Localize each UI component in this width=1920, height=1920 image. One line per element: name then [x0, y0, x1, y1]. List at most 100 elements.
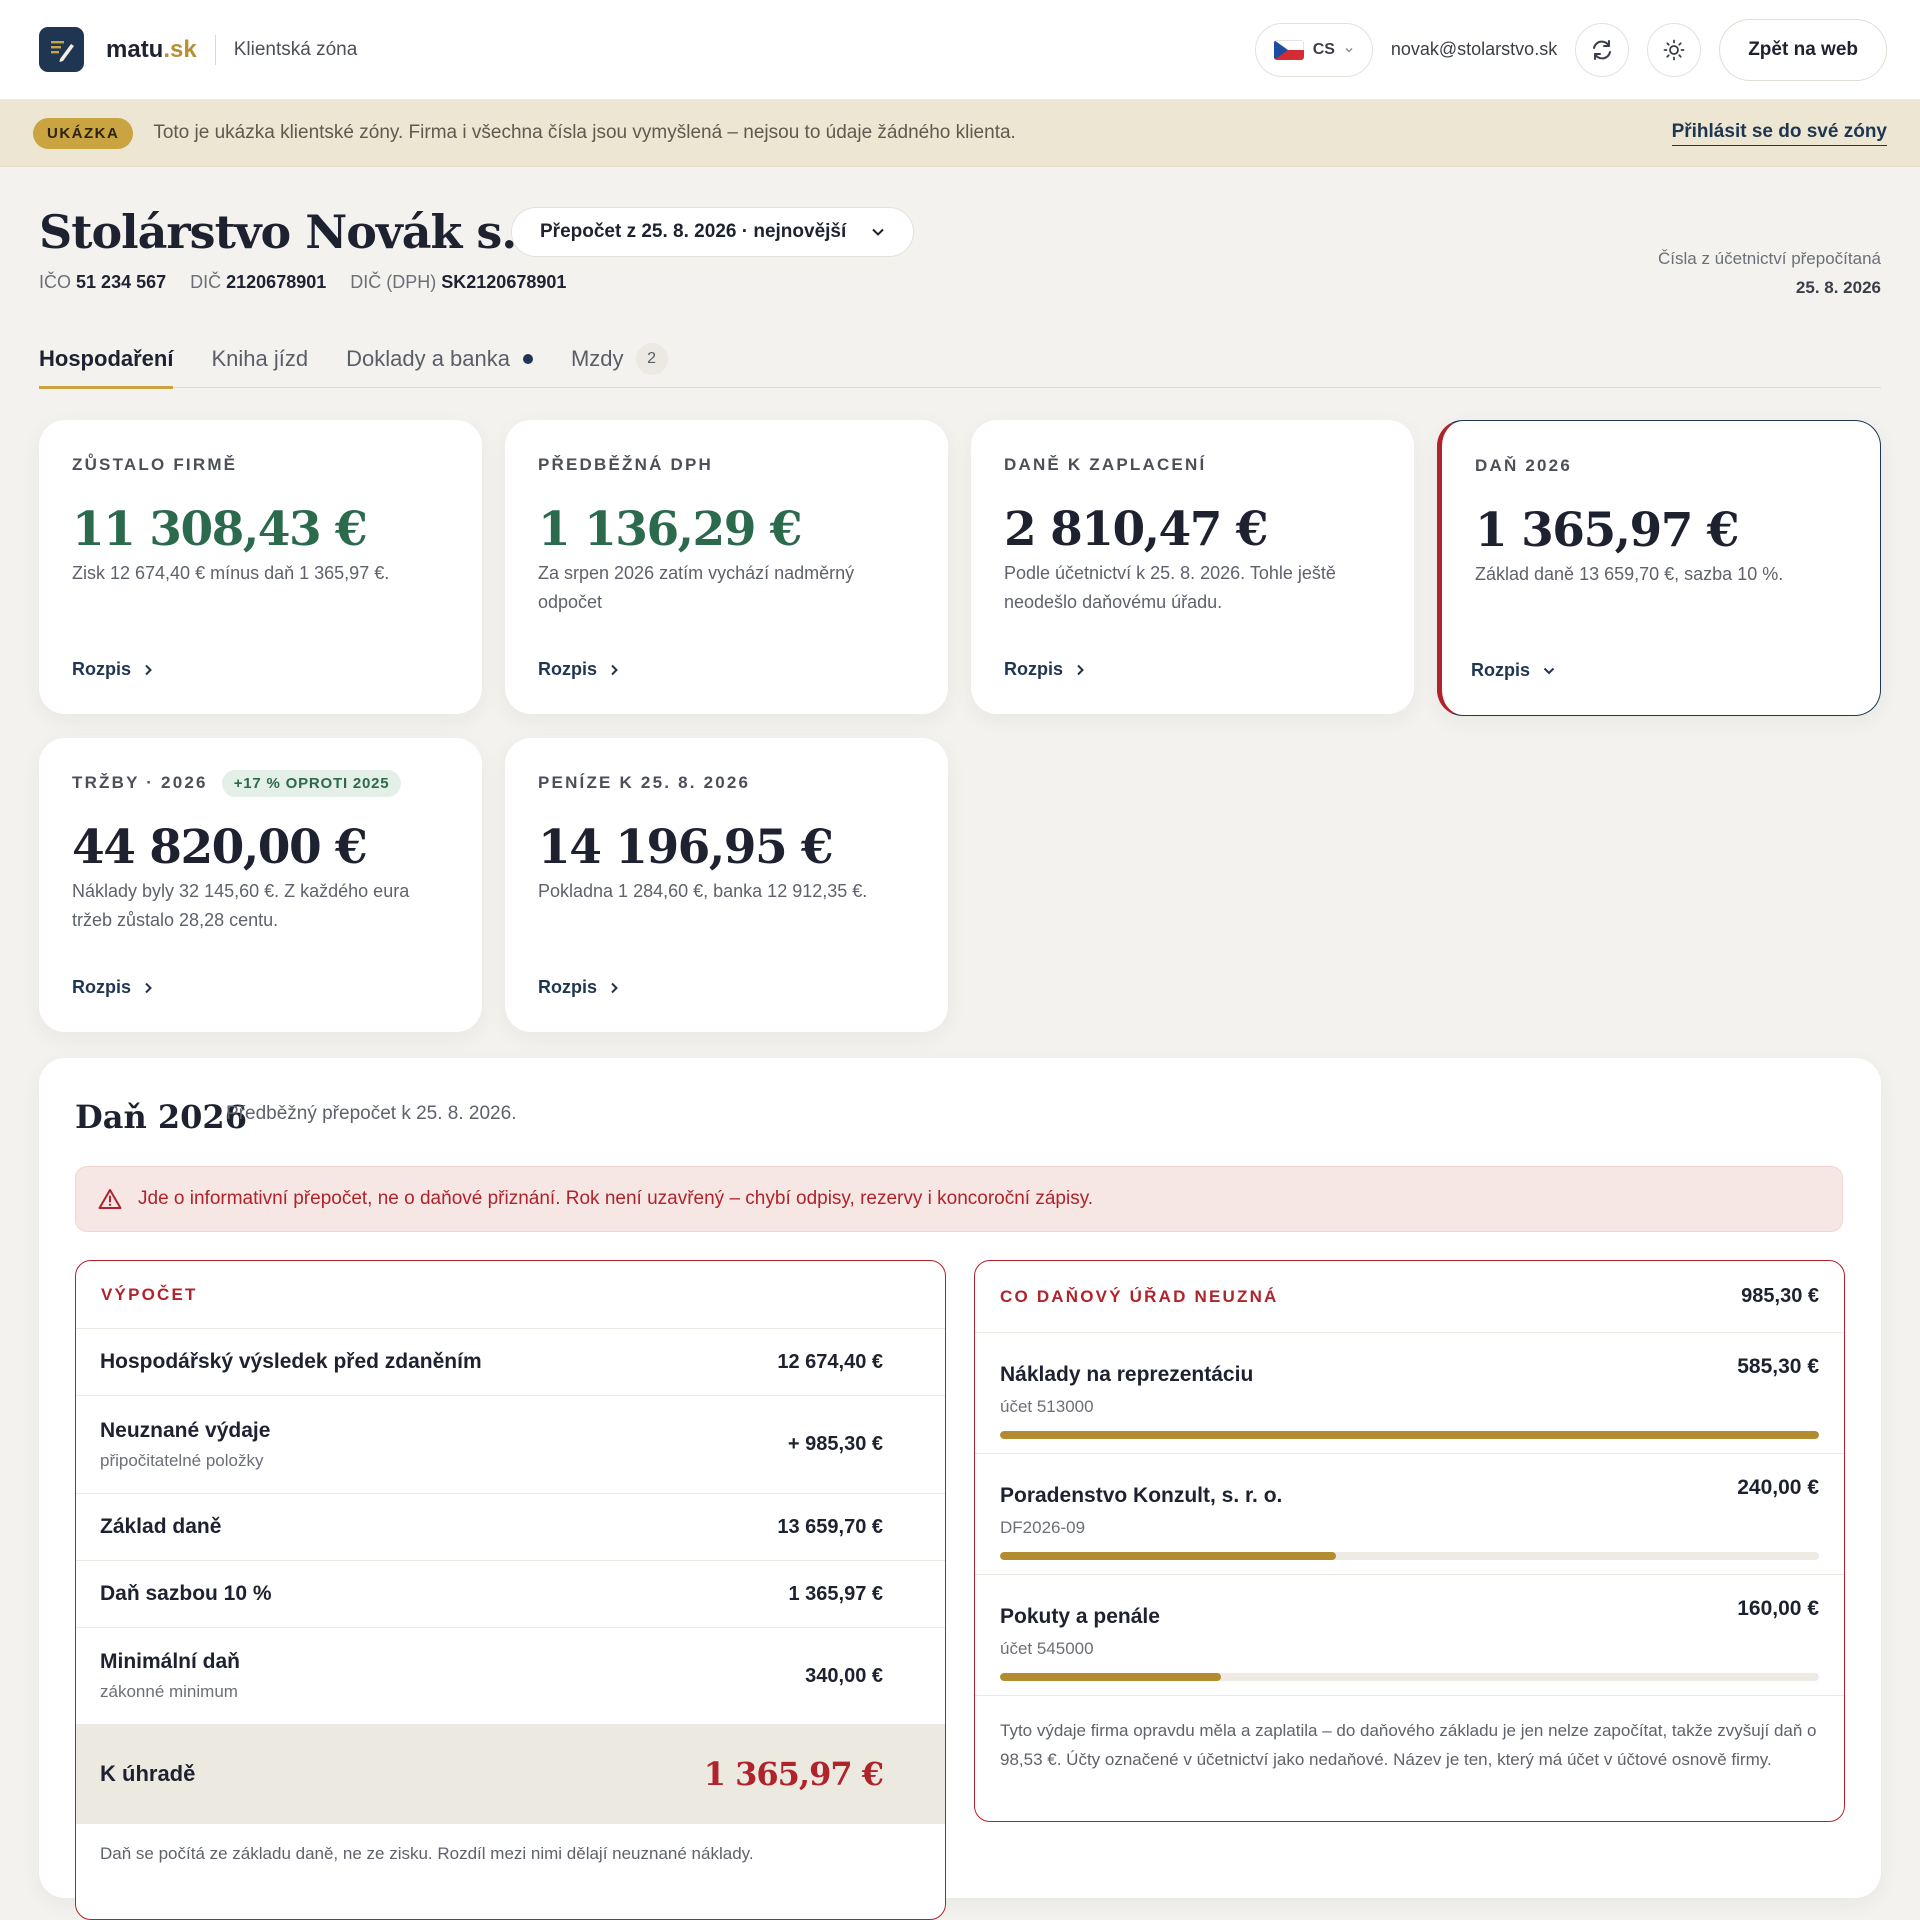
- non-deductible-total: 985,30 €: [1741, 1285, 1819, 1307]
- card-label: DANĚ K ZAPLACENÍ: [1004, 455, 1207, 474]
- card-breakdown-link[interactable]: Rozpis: [538, 977, 619, 998]
- card-value: 1 136,29 €: [538, 502, 803, 557]
- card-penize: PENÍZE K 25. 8. 2026 14 196,95 € Pokladn…: [505, 738, 948, 1032]
- card-description: Zisk 12 674,40 € mínus daň 1 365,97 €.: [72, 563, 390, 583]
- zone-label: Klientská zóna: [233, 38, 358, 60]
- card-value: 1 365,97 €: [1475, 503, 1740, 558]
- calc-row-value: 12 674,40 €: [777, 1350, 883, 1373]
- calc-heading: VÝPOČET: [101, 1284, 198, 1304]
- card-description: Základ daně 13 659,70 €, sazba 10 %.: [1475, 564, 1784, 584]
- item-name: Náklady na reprezentáciu: [1000, 1363, 1254, 1386]
- item-account: účet 513000: [1000, 1397, 1094, 1416]
- card-label: PŘEDBĚŽNÁ DPH: [538, 455, 714, 474]
- tax-calculation-box: VÝPOČET Hospodářský výsledek před zdaněn…: [75, 1260, 946, 1920]
- total-value: 1 365,97 €: [703, 1755, 884, 1793]
- card-zustalo-firme: ZŮSTALO FIRMĚ 11 308,43 € Zisk 12 674,40…: [39, 420, 482, 714]
- tab-hospodareni[interactable]: Hospodaření: [39, 330, 174, 389]
- language-select[interactable]: CS: [1254, 22, 1373, 77]
- refresh-icon: [1593, 39, 1612, 60]
- item-account: účet 545000: [1000, 1639, 1094, 1658]
- tab-kniha-jizd[interactable]: Kniha jízd: [211, 346, 309, 371]
- share-bar-fill: [1000, 1673, 1222, 1681]
- calc-row-value: 1 365,97 €: [788, 1582, 883, 1605]
- alert-text: Jde o informativní přepočet, ne o daňové…: [138, 1188, 1094, 1209]
- card-value: 14 196,95 €: [538, 820, 834, 875]
- ico-field: IČO 51 234 567: [39, 272, 167, 292]
- user-email: novak@stolarstvo.sk: [1390, 39, 1558, 59]
- calc-row-value: + 985,30 €: [787, 1433, 883, 1455]
- card-breakdown-link[interactable]: Rozpis: [1004, 659, 1085, 680]
- refresh-button[interactable]: [1575, 22, 1630, 77]
- share-bar: [1000, 1431, 1819, 1439]
- demo-badge: UKÁZKA: [33, 117, 134, 149]
- non-deductible-item: Náklady na reprezentáciu účet 513000 585,3…: [975, 1333, 1844, 1454]
- chevron-down-icon: [1345, 47, 1353, 53]
- chevron-down-icon: [872, 228, 884, 236]
- calc-row-value: 13 659,70 €: [777, 1515, 883, 1538]
- recalc-note: Čísla z účetnictví přepočítaná 25. 8. 20…: [1657, 249, 1881, 297]
- calc-row: Minimální daň zákonné minimum 340,00 €: [76, 1628, 945, 1725]
- card-label: TRŽBY · 2026 +17 % OPROTI 2025: [72, 769, 449, 797]
- item-amount: 585,30 €: [1737, 1355, 1819, 1378]
- card-value: 11 308,43 €: [72, 502, 368, 557]
- chevron-right-icon: [145, 664, 152, 675]
- notification-dot: [522, 354, 533, 364]
- recalc-date: 25. 8. 2026: [1795, 278, 1881, 297]
- calc-row: Hospodářský výsledek před zdaněním 12 67…: [76, 1329, 945, 1396]
- warning-icon: [98, 1189, 122, 1209]
- tax-panel: Daň 2026 Předběžný přepočet k 25. 8. 202…: [39, 1058, 1881, 1920]
- demo-banner: UKÁZKA Toto je ukázka klientské zóny. Fi…: [0, 100, 1920, 167]
- tab-doklady-a-banka[interactable]: Doklady a banka: [346, 330, 533, 388]
- card-description: Náklady byly 32 145,60 €. Z každého eura…: [72, 881, 410, 930]
- share-bar: [1000, 1673, 1819, 1681]
- non-deductible-item: Poradenstvo Konzult, s. r. o. DF2026-09 24…: [975, 1454, 1844, 1575]
- chevron-right-icon: [145, 982, 152, 993]
- card-breakdown-link[interactable]: Rozpis: [72, 977, 153, 998]
- item-name: Poradenstvo Konzult, s. r. o.: [1000, 1484, 1283, 1507]
- growth-badge: +17 % OPROTI 2025: [221, 769, 402, 797]
- language-code: CS: [1312, 40, 1335, 58]
- share-bar: [1000, 1552, 1819, 1560]
- tax-panel-title: Daň 2026: [75, 1098, 247, 1136]
- card-label: PENÍZE K 25. 8. 2026: [538, 773, 751, 792]
- demo-text: Toto je ukázka klientské zóny. Firma i v…: [153, 122, 1016, 143]
- calc-row: Neuznané výdaje připočitatelné položky + …: [76, 1396, 945, 1494]
- brand-name[interactable]: matu.sk: [106, 35, 197, 63]
- item-amount: 160,00 €: [1737, 1597, 1819, 1620]
- non-deductible-note: Tyto výdaje firma opravdu měla a zaplati…: [1000, 1721, 1817, 1769]
- dic-field: DIČ 2120678901: [190, 272, 327, 292]
- item-amount: 240,00 €: [1737, 1476, 1819, 1499]
- brand-divider: [214, 34, 216, 65]
- card-dane-k-zaplaceni: DANĚ K ZAPLACENÍ 2 810,47 € Podle účetni…: [971, 420, 1414, 714]
- calc-row-value: 340,00 €: [805, 1664, 883, 1687]
- chevron-right-icon: [611, 664, 618, 675]
- chevron-right-icon: [611, 982, 618, 993]
- tab-mzdy[interactable]: Mzdy 2: [571, 330, 668, 388]
- calc-total-row: K úhradě 1 365,97 €: [76, 1725, 945, 1824]
- card-value: 44 820,00 €: [72, 820, 368, 875]
- tab-bar: Hospodaření Kniha jízd Doklady a banka M…: [39, 330, 1881, 389]
- chevron-right-icon: [1077, 664, 1084, 675]
- non-deductible-box: CO DAŇOVÝ ÚŘAD NEUZNÁ 985,30 € Náklady n…: [974, 1260, 1845, 1822]
- total-label: K úhradě: [100, 1761, 196, 1786]
- non-deductible-heading: CO DAŇOVÝ ÚŘAD NEUZNÁ: [1000, 1286, 1279, 1306]
- login-link[interactable]: Přihlásit se do své zóny: [1671, 121, 1887, 146]
- back-to-web-button[interactable]: Zpět na web: [1719, 18, 1887, 81]
- card-breakdown-link[interactable]: Rozpis: [538, 659, 619, 680]
- calc-row: Daň sazbou 10 % 1 365,97 €: [76, 1561, 945, 1628]
- card-description: Podle účetnictví k 25. 8. 2026. Tohle je…: [1004, 563, 1336, 612]
- top-bar: matu.sk Klientská zóna CS novak@stolarst…: [0, 0, 1920, 100]
- card-description: Za srpen 2026 zatím vychází nadměrný odp…: [538, 563, 855, 612]
- logo-icon[interactable]: [39, 27, 84, 72]
- card-breakdown-link[interactable]: Rozpis: [72, 659, 153, 680]
- recalc-select[interactable]: Přepočet z 25. 8. 2026 · nejnovější: [511, 207, 914, 257]
- sun-icon: [1663, 39, 1685, 60]
- card-predbezna-dph: PŘEDBĚŽNÁ DPH 1 136,29 € Za srpen 2026 z…: [505, 420, 948, 714]
- non-deductible-item: Pokuty a penále účet 545000 160,00 €: [975, 1575, 1844, 1696]
- tab-count-badge: 2: [635, 343, 668, 375]
- info-alert: Jde o informativní přepočet, ne o daňové…: [75, 1166, 1843, 1232]
- chevron-down-icon: [1543, 667, 1555, 674]
- theme-toggle-button[interactable]: [1647, 22, 1702, 77]
- card-breakdown-toggle[interactable]: Rozpis: [1471, 660, 1556, 681]
- dph-field: DIČ (DPH) SK2120678901: [350, 272, 567, 292]
